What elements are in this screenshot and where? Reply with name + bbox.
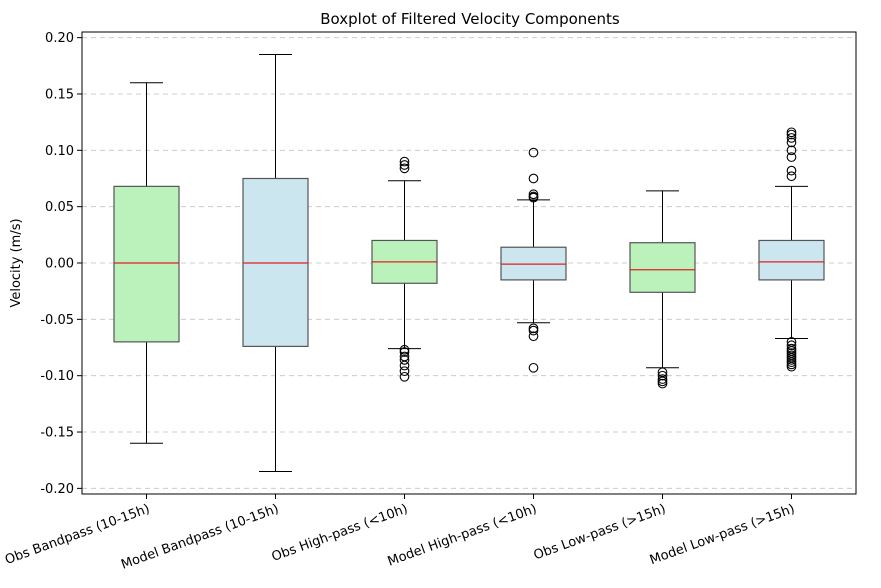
outlier-point — [399, 344, 410, 355]
grid-lines — [82, 37, 856, 489]
outlier-point — [657, 378, 668, 389]
outlier-point — [657, 370, 668, 381]
x-axis-ticks: Obs Bandpass (10-15h)Model Bandpass (10-… — [3, 494, 797, 573]
box-2 — [371, 156, 438, 382]
y-tick-label: -0.05 — [40, 313, 74, 328]
iqr-box — [758, 239, 825, 281]
outlier-point — [786, 355, 797, 365]
outlier-point — [399, 156, 410, 167]
iqr-box — [113, 185, 180, 343]
outlier-point — [528, 147, 539, 158]
box-5 — [758, 127, 825, 372]
outlier-point — [528, 173, 539, 184]
box-0 — [113, 82, 180, 444]
y-axis-ticks: -0.20 -0.15 -0.10 -0.05 0.00 0.05 0.10 0.15 0.20 — [40, 31, 82, 497]
y-tick-label: 0.05 — [45, 200, 74, 215]
outlier-point — [528, 192, 539, 203]
outlier-point — [786, 357, 797, 368]
x-tick-label: Model High-pass (<10h) — [386, 502, 539, 570]
outlier-point — [786, 129, 797, 140]
x-tick-label: Model Low-pass (>15h) — [648, 502, 797, 568]
outlier-point — [528, 323, 539, 334]
y-tick-label: -0.15 — [40, 426, 74, 441]
box-3 — [500, 147, 567, 373]
y-axis-label: Velocity (m/s) — [9, 218, 24, 307]
outlier-point — [528, 362, 539, 373]
outlier-point — [528, 331, 539, 342]
outlier-point — [399, 160, 410, 170]
outlier-point — [399, 371, 410, 382]
outlier-point — [786, 340, 797, 351]
y-tick-label: -0.10 — [40, 369, 74, 384]
iqr-box — [629, 242, 696, 293]
outlier-point — [528, 189, 539, 200]
y-tick-label: 0.15 — [45, 87, 74, 102]
outlier-point — [657, 374, 668, 384]
outlier-point — [786, 145, 797, 156]
outlier-point — [657, 376, 668, 387]
outlier-point — [786, 152, 797, 162]
outlier-point — [786, 133, 797, 143]
y-tick-label: 0.10 — [45, 144, 74, 159]
outlier-point — [399, 366, 410, 377]
outlier-point — [399, 355, 410, 365]
outlier-point — [786, 359, 797, 370]
outlier-point — [399, 347, 410, 357]
outlier-point — [786, 127, 797, 138]
outlier-point — [399, 163, 410, 174]
box-1 — [242, 54, 309, 472]
outlier-point — [786, 137, 797, 148]
chart-title: Boxplot of Filtered Velocity Components — [320, 10, 620, 28]
y-tick-label: -0.20 — [40, 482, 74, 497]
y-tick-label: 0.20 — [45, 31, 74, 46]
box-series — [113, 54, 825, 472]
y-tick-label: 0.00 — [45, 257, 74, 272]
outlier-point — [399, 360, 410, 371]
box-4 — [629, 190, 696, 389]
outlier-point — [786, 171, 797, 182]
outlier-point — [786, 165, 797, 176]
outlier-point — [528, 325, 539, 336]
outlier-point — [786, 361, 797, 372]
